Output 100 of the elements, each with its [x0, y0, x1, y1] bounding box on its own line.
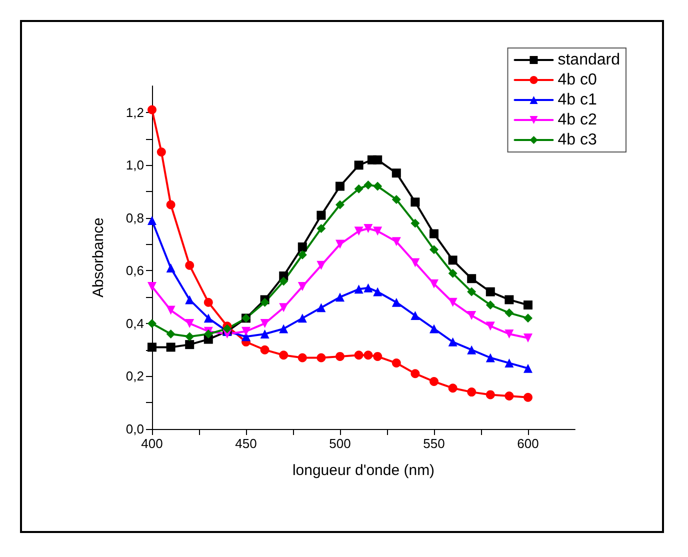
point: [336, 182, 344, 191]
point: [410, 311, 420, 320]
point: [260, 345, 270, 354]
point: [204, 314, 213, 323]
point: [430, 377, 438, 386]
point: [148, 105, 156, 114]
y-tick-label: 0,4: [126, 316, 144, 331]
point: [392, 298, 401, 307]
point: [298, 353, 307, 362]
x-tick-label: 550: [423, 436, 445, 451]
point: [373, 287, 382, 296]
point: [486, 390, 495, 400]
x-axis-title: longueur d'onde (nm): [292, 462, 435, 479]
point: [504, 392, 514, 401]
point: [166, 200, 176, 210]
point: [336, 240, 344, 249]
point: [354, 226, 364, 236]
point: [148, 216, 156, 226]
point: [410, 258, 420, 268]
point: [524, 333, 532, 342]
y-tick-label: 0,6: [126, 263, 144, 278]
point: [448, 268, 458, 278]
point: [364, 283, 373, 292]
point: [336, 200, 344, 210]
point: [373, 352, 382, 361]
x-tick-label: 450: [235, 436, 257, 451]
point: [222, 324, 232, 334]
point: [430, 245, 438, 254]
point: [166, 264, 176, 273]
point: [185, 340, 194, 350]
point: [467, 274, 476, 284]
y-tick-label: 1,0: [126, 158, 144, 173]
point: [364, 224, 373, 233]
point: [373, 226, 382, 236]
point: [467, 311, 476, 320]
point: [486, 300, 495, 310]
point: [524, 314, 532, 323]
point: [354, 284, 364, 294]
point: [364, 180, 373, 190]
point: [204, 330, 213, 339]
point: [486, 353, 495, 362]
legend-label: 4b c0: [558, 72, 597, 88]
point: [279, 324, 288, 334]
point: [430, 229, 438, 238]
point: [185, 318, 194, 328]
point: [504, 330, 514, 339]
point: [448, 256, 458, 265]
point: [166, 330, 176, 339]
point: [410, 218, 420, 228]
point: [448, 298, 458, 307]
point: [373, 182, 382, 191]
point: [316, 224, 326, 233]
point: [260, 298, 270, 307]
legend-label: 4b c1: [558, 92, 597, 108]
point: [279, 276, 288, 286]
x-tick-label: 500: [329, 436, 351, 451]
point: [410, 198, 420, 207]
point: [448, 337, 458, 346]
point: [524, 300, 532, 310]
point: [336, 292, 344, 302]
point: [260, 330, 270, 339]
point: [298, 282, 307, 292]
legend-label: 4b c2: [558, 112, 597, 128]
point: [430, 279, 438, 288]
x-tick-label: 400: [141, 436, 163, 451]
point: [298, 242, 307, 252]
point: [354, 184, 364, 194]
point: [448, 384, 458, 393]
point: [486, 287, 495, 296]
point: [364, 350, 373, 360]
point: [410, 369, 420, 378]
point: [524, 392, 532, 402]
point: [166, 306, 176, 315]
point: [316, 210, 326, 220]
point: [354, 350, 364, 360]
point: [373, 155, 382, 164]
point: [156, 147, 166, 156]
point: [260, 318, 270, 328]
point: [467, 287, 476, 296]
point: [524, 364, 532, 373]
point: [504, 295, 514, 304]
point: [504, 358, 514, 368]
point: [316, 353, 326, 362]
point: [185, 260, 194, 270]
point: [336, 352, 344, 361]
point: [279, 350, 288, 360]
point: [166, 342, 176, 352]
point: [204, 298, 213, 307]
y-tick-label: 1,2: [126, 104, 144, 120]
point: [392, 237, 401, 246]
point: [354, 160, 364, 170]
point: [486, 322, 495, 331]
y-axis-title: Absorbance: [90, 217, 107, 298]
point: [392, 194, 401, 204]
legend-label: standard: [558, 52, 620, 68]
point: [185, 332, 194, 342]
point: [504, 308, 514, 318]
x-tick-label: 600: [517, 436, 539, 451]
point: [148, 342, 156, 352]
point: [298, 314, 307, 323]
